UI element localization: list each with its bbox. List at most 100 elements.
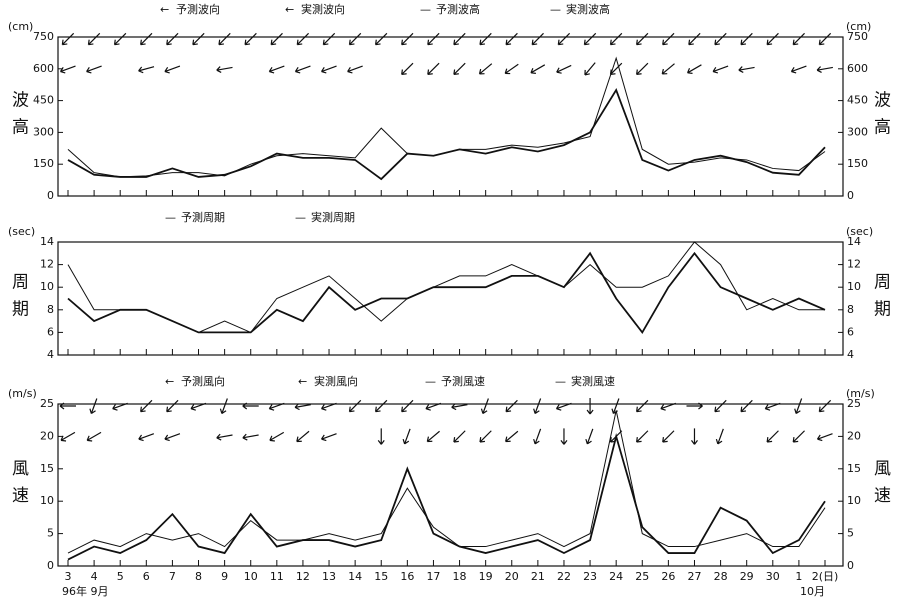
- direction-arrow: [533, 428, 542, 445]
- y2-tick-label: 6: [847, 325, 854, 338]
- y2-tick-label: 25: [847, 397, 861, 410]
- direction-arrow: [714, 399, 727, 413]
- y-axis-label: 風速: [8, 459, 29, 513]
- legend-symbol: ←: [285, 3, 294, 16]
- y2-tick-label: 10: [847, 280, 861, 293]
- legend-symbol: —: [295, 211, 306, 224]
- legend-symbol: —: [425, 375, 436, 388]
- series-line: [67, 251, 826, 335]
- y-tick-label: 6: [47, 325, 54, 338]
- legend-label: 予測周期: [181, 210, 225, 224]
- y-tick-label: 25: [40, 397, 54, 410]
- direction-arrow: [792, 32, 805, 46]
- direction-arrow: [715, 428, 724, 445]
- legend-label: 実測波高: [566, 2, 610, 16]
- x-tick-label: 26: [661, 570, 675, 583]
- x-tick-label: 25: [635, 570, 649, 583]
- x-tick-label: 23: [583, 570, 597, 583]
- y2-unit: (sec): [846, 225, 873, 238]
- x-tick-label: 6: [143, 570, 150, 583]
- y-tick-label: 300: [33, 125, 54, 138]
- y2-tick-label: 150: [847, 157, 868, 170]
- y-tick-label: 20: [40, 429, 54, 442]
- direction-arrow: [585, 428, 594, 445]
- y-unit: (sec): [8, 225, 35, 238]
- direction-arrow: [164, 65, 181, 74]
- y-tick-label: 450: [33, 94, 54, 107]
- y-unit: (m/s): [8, 387, 37, 400]
- direction-arrow: [636, 62, 649, 76]
- direction-arrow: [348, 399, 362, 413]
- direction-arrow: [216, 433, 233, 441]
- y2-tick-label: 20: [847, 429, 861, 442]
- direction-arrow: [348, 32, 362, 46]
- direction-arrow: [402, 428, 411, 445]
- direction-arrow: [218, 32, 231, 46]
- y-tick-label: 8: [47, 303, 54, 316]
- y2-tick-label: 12: [847, 258, 861, 271]
- direction-arrow: [138, 433, 155, 442]
- x-tick-label: 14: [348, 570, 362, 583]
- direction-arrow: [138, 66, 155, 74]
- x-axis-label: 96年 9月: [62, 584, 109, 598]
- x-tick-label: 4: [91, 570, 98, 583]
- legend-label: 実測風速: [571, 374, 615, 388]
- x-tick-label: 18: [453, 570, 467, 583]
- direction-arrow: [609, 32, 623, 46]
- legend-symbol: ←: [165, 375, 174, 388]
- x-tick-label: 17: [426, 570, 440, 583]
- direction-arrow: [533, 398, 542, 415]
- plot-frame: [57, 36, 844, 197]
- y2-tick-label: 750: [847, 30, 868, 43]
- direction-arrow: [453, 62, 466, 76]
- direction-arrow: [190, 402, 207, 411]
- legend-symbol: —: [555, 375, 566, 388]
- x-tick-label: 13: [322, 570, 336, 583]
- direction-arrow: [556, 64, 572, 74]
- direction-arrow: [86, 65, 102, 74]
- direction-arrow: [242, 402, 259, 410]
- direction-arrow: [818, 32, 832, 46]
- direction-arrow: [268, 65, 285, 74]
- y-tick-label: 14: [40, 235, 54, 248]
- legend-label: 予測風速: [441, 374, 485, 388]
- legend-label: 予測波高: [436, 2, 480, 16]
- direction-arrow: [453, 32, 466, 46]
- x-tick-label: 22: [557, 570, 571, 583]
- direction-arrow: [401, 399, 414, 413]
- direction-arrow: [505, 399, 518, 413]
- x-tick-label: 16: [400, 570, 414, 583]
- direction-arrow: [687, 64, 702, 74]
- direction-arrow: [164, 433, 181, 442]
- direction-arrow: [268, 402, 285, 411]
- legend-symbol: —: [420, 3, 431, 16]
- series-line: [67, 56, 826, 178]
- x-tick-label: 8: [195, 570, 202, 583]
- direction-arrow: [691, 428, 698, 445]
- y2-tick-label: 300: [847, 125, 868, 138]
- direction-arrow: [166, 32, 179, 46]
- direction-arrow: [242, 433, 259, 441]
- direction-arrow: [583, 32, 597, 46]
- plot-frame: [57, 241, 844, 356]
- direction-arrow: [816, 433, 833, 442]
- direction-arrow: [401, 62, 414, 76]
- direction-arrow: [662, 430, 675, 443]
- y-tick-label: 150: [33, 157, 54, 170]
- y-unit: (cm): [8, 20, 33, 33]
- direction-arrow: [453, 430, 466, 443]
- direction-arrow: [504, 63, 519, 75]
- direction-arrow: [86, 431, 102, 442]
- direction-arrow: [661, 63, 675, 75]
- direction-arrow: [478, 63, 493, 75]
- direction-arrow: [584, 62, 596, 76]
- direction-arrow: [61, 32, 75, 46]
- direction-arrow: [426, 430, 440, 443]
- y-tick-label: 0: [47, 559, 54, 572]
- direction-arrow: [816, 66, 833, 73]
- direction-arrow: [792, 430, 805, 443]
- legend-label: 予測波向: [176, 2, 220, 16]
- direction-arrow: [557, 32, 571, 46]
- legend-symbol: —: [550, 3, 561, 16]
- y2-tick-label: 5: [847, 527, 854, 540]
